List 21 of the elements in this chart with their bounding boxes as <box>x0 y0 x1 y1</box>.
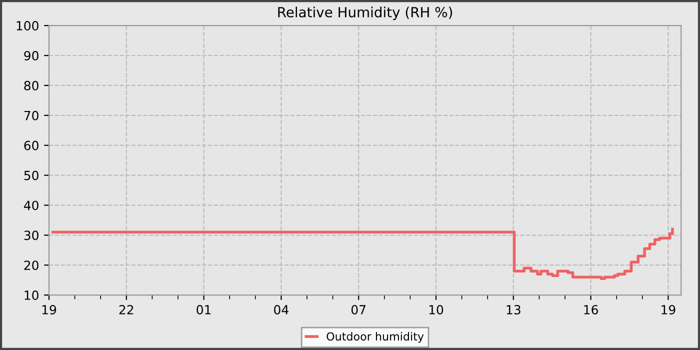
y-tick-label: 90 <box>24 50 38 60</box>
x-tick-label: 16 <box>584 304 598 314</box>
x-tick-label: 19 <box>42 304 56 314</box>
x-tick-label: 07 <box>351 304 366 314</box>
y-tick-label: 30 <box>24 230 38 240</box>
y-tick-label: 10 <box>24 290 38 300</box>
x-tick-label: 01 <box>196 304 211 314</box>
y-tick-label: 50 <box>24 170 38 180</box>
x-tick-label: 22 <box>119 304 134 314</box>
x-tick-label: 04 <box>274 304 288 314</box>
y-tick-label: 100 <box>16 21 38 30</box>
legend-label: Outdoor humidity <box>326 332 424 343</box>
x-tick-label: 10 <box>429 304 444 314</box>
chart-title: Relative Humidity (RH %) <box>278 6 452 20</box>
y-tick-label: 70 <box>24 110 38 120</box>
y-tick-label: 20 <box>24 260 38 270</box>
y-tick-label: 60 <box>24 140 38 150</box>
x-tick-label: 13 <box>506 304 520 314</box>
x-tick-label: 19 <box>662 304 676 314</box>
y-tick-label: 40 <box>24 200 38 210</box>
y-tick-label: 80 <box>24 80 38 90</box>
